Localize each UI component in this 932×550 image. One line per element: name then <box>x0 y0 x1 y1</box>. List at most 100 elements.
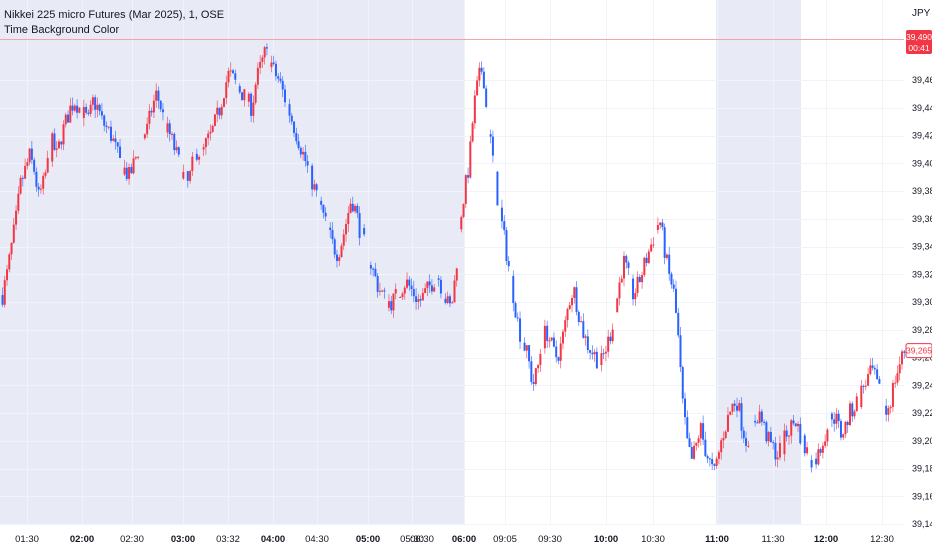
candle-body <box>254 84 257 103</box>
candle-body <box>428 281 431 286</box>
candle-body <box>148 110 151 124</box>
time-tick-label: 11:30 <box>761 534 784 545</box>
candle-body <box>415 296 418 303</box>
candle-body <box>250 93 253 116</box>
candle-body <box>98 104 101 112</box>
candle-body <box>462 203 465 217</box>
candle-body <box>537 364 540 369</box>
candle-body <box>354 205 357 212</box>
candle-body <box>873 367 876 370</box>
candle-body <box>489 134 492 137</box>
candle-body <box>340 245 343 258</box>
candle-body <box>351 203 354 212</box>
candle-body <box>146 123 149 135</box>
candle-body <box>815 458 818 465</box>
candle-body <box>476 80 479 96</box>
candle-body <box>60 141 63 145</box>
price-tick-label: 39,320 <box>912 269 932 279</box>
candle-body <box>67 114 70 123</box>
candle-body <box>679 335 682 368</box>
candle-body <box>573 287 576 299</box>
candle-body <box>473 95 476 124</box>
candle-body <box>627 262 630 268</box>
candle-body <box>159 100 162 110</box>
candle-body <box>270 62 273 68</box>
indicator-title[interactable]: Time Background Color <box>4 24 120 36</box>
candle-body <box>519 318 522 342</box>
candle-body <box>44 172 47 176</box>
candle-body <box>713 464 716 466</box>
candle-body <box>767 431 770 442</box>
candle-body <box>42 175 45 189</box>
candle-body <box>623 255 625 279</box>
symbol-title[interactable]: Nikkei 225 micro Futures (Mar 2025), 1, … <box>4 9 225 21</box>
candle-body <box>471 123 474 142</box>
candle-body <box>157 90 160 101</box>
time-tick-label: 09:30 <box>538 534 562 545</box>
candle-body <box>774 442 777 460</box>
candle-body <box>274 63 277 77</box>
candle-body <box>810 459 813 468</box>
candle-body <box>663 227 666 258</box>
candle-body <box>177 147 180 155</box>
candle-body <box>756 422 759 424</box>
candle-body <box>561 331 564 344</box>
candle-body <box>787 435 790 437</box>
candle-body <box>320 200 323 205</box>
currency-label[interactable]: JPY <box>912 8 931 19</box>
candle-body <box>261 57 264 62</box>
price-tick-label: 39,240 <box>912 380 932 390</box>
candle-body <box>430 285 433 292</box>
candle-body <box>272 62 275 64</box>
candle-body <box>324 212 327 217</box>
candle-body <box>96 104 99 110</box>
candle-body <box>51 133 54 162</box>
candle-body <box>607 336 610 352</box>
candle-body <box>46 158 49 173</box>
candle-body <box>186 171 189 181</box>
candle-body <box>702 423 705 440</box>
price-tick-label: 39,360 <box>912 214 932 224</box>
candle-body <box>128 167 131 179</box>
candle-body <box>740 403 743 431</box>
candle-body <box>123 167 126 175</box>
candle-body <box>729 411 732 415</box>
price-tick-label: 39,220 <box>912 408 932 418</box>
candle-body <box>295 133 298 142</box>
candle-body <box>722 438 725 441</box>
candle-body <box>539 353 542 365</box>
candle-body <box>763 421 766 423</box>
candle-body <box>259 61 262 68</box>
candle-body <box>232 70 235 74</box>
candle-body <box>869 365 872 375</box>
candle-body <box>15 210 18 225</box>
price-axis[interactable]: 39,460 39,440 39,420 39,400 39,380 39,360 39,3… <box>912 75 932 529</box>
candle-body <box>532 381 535 385</box>
candle-body <box>100 111 103 116</box>
candle-body <box>401 293 404 297</box>
candle-body <box>819 449 822 453</box>
candle-body <box>444 298 447 303</box>
candle-body <box>659 222 662 226</box>
candle-body <box>760 411 763 422</box>
candle-body <box>616 298 619 313</box>
candle-body <box>358 213 361 238</box>
candle-body <box>647 251 650 263</box>
candle-body <box>821 445 824 453</box>
candle-body <box>500 207 503 222</box>
candle-body <box>776 457 779 460</box>
candle-body <box>403 287 406 294</box>
candle-body <box>55 148 58 150</box>
candle-body <box>387 301 390 308</box>
candle-body <box>625 255 628 263</box>
candle-body <box>426 281 429 289</box>
price-tick-label: 39,460 <box>912 75 932 85</box>
candle-body <box>835 413 838 424</box>
candle-body <box>87 112 90 114</box>
time-axis[interactable]: 01:30 02:00 02:30 03:00 03:32 04:00 04:30 05:00… <box>15 534 894 545</box>
candle-body <box>860 385 863 408</box>
candle-body <box>342 234 345 246</box>
candle-body <box>376 276 379 292</box>
time-tick-label: 10:30 <box>641 534 665 545</box>
